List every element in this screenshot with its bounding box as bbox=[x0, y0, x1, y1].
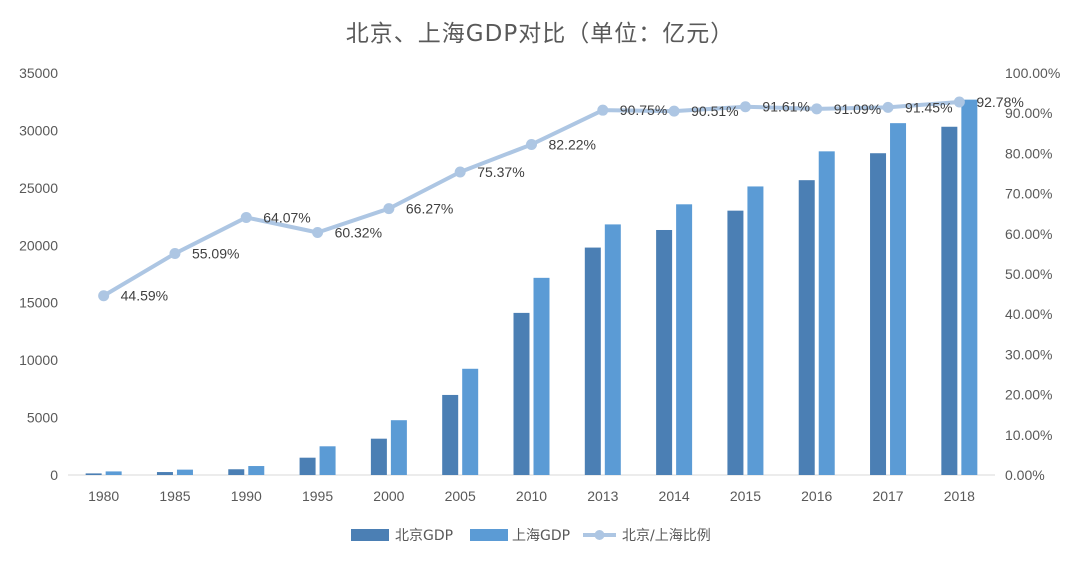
y2-axis-tick-label: 30.00% bbox=[1005, 346, 1052, 362]
y2-axis-tick-label: 0.00% bbox=[1005, 467, 1045, 483]
ratio-point bbox=[98, 290, 110, 302]
bar-beijing-gdp bbox=[941, 126, 958, 475]
x-axis-tick-label: 2005 bbox=[445, 488, 476, 504]
y2-axis-tick-label: 100.00% bbox=[1005, 65, 1060, 81]
bar-beijing-gdp bbox=[370, 438, 387, 475]
ratio-point bbox=[882, 101, 894, 113]
bar-shanghai-gdp bbox=[604, 224, 621, 475]
ratio-data-label: 92.78% bbox=[976, 94, 1023, 110]
bar-beijing-gdp bbox=[228, 469, 245, 475]
y2-axis-tick-label: 60.00% bbox=[1005, 226, 1052, 242]
x-axis-tick-label: 2014 bbox=[659, 488, 690, 504]
ratio-data-label: 60.32% bbox=[335, 225, 382, 241]
x-axis-tick-label: 2018 bbox=[944, 488, 975, 504]
ratio-point bbox=[169, 248, 181, 260]
y-axis-tick-label: 10000 bbox=[19, 352, 58, 368]
ratio-data-label: 55.09% bbox=[192, 246, 239, 262]
bar-shanghai-gdp bbox=[105, 471, 122, 475]
ratio-data-label: 91.45% bbox=[905, 99, 952, 115]
ratio-point bbox=[454, 166, 466, 178]
bar-shanghai-gdp bbox=[747, 186, 764, 475]
y-axis-tick-label: 20000 bbox=[19, 237, 58, 253]
ratio-point bbox=[597, 104, 609, 116]
y-axis-tick-label: 35000 bbox=[19, 65, 58, 81]
bar-shanghai-gdp bbox=[248, 466, 265, 475]
ratio-point bbox=[312, 227, 324, 239]
y-axis-tick-label: 5000 bbox=[27, 410, 58, 426]
y2-axis-tick-label: 70.00% bbox=[1005, 186, 1052, 202]
ratio-data-label: 64.07% bbox=[263, 209, 310, 225]
ratio-data-label: 91.61% bbox=[762, 99, 809, 115]
x-axis-tick-label: 1985 bbox=[159, 488, 190, 504]
bar-beijing-gdp bbox=[85, 473, 102, 475]
y2-axis-tick-label: 20.00% bbox=[1005, 387, 1052, 403]
bar-beijing-gdp bbox=[442, 394, 459, 475]
y-axis-tick-label: 15000 bbox=[19, 295, 58, 311]
x-axis-tick-label: 1980 bbox=[88, 488, 119, 504]
y-axis-tick-label: 25000 bbox=[19, 180, 58, 196]
bar-beijing-gdp bbox=[656, 229, 673, 475]
ratio-point bbox=[240, 211, 252, 223]
bar-shanghai-gdp bbox=[176, 469, 193, 475]
ratio-data-label: 75.37% bbox=[477, 164, 524, 180]
x-axis-tick-label: 2010 bbox=[516, 488, 547, 504]
y2-axis-tick-label: 80.00% bbox=[1005, 145, 1052, 161]
ratio-data-label: 66.27% bbox=[406, 201, 453, 217]
ratio-data-label: 82.22% bbox=[549, 136, 596, 152]
ratio-point bbox=[668, 105, 680, 117]
x-axis-tick-label: 1995 bbox=[302, 488, 333, 504]
x-axis-tick-label: 2016 bbox=[801, 488, 832, 504]
bar-shanghai-gdp bbox=[818, 151, 835, 475]
legend-swatch-beijing-gdp bbox=[351, 529, 389, 541]
ratio-data-label: 91.09% bbox=[834, 101, 881, 117]
bar-shanghai-gdp bbox=[890, 123, 907, 475]
y2-axis-tick-label: 40.00% bbox=[1005, 306, 1052, 322]
bar-shanghai-gdp bbox=[533, 277, 550, 475]
bar-beijing-gdp bbox=[584, 247, 601, 475]
ratio-point bbox=[811, 103, 823, 115]
bar-shanghai-gdp bbox=[390, 420, 407, 475]
bar-shanghai-gdp bbox=[676, 204, 693, 475]
ratio-point bbox=[739, 101, 751, 113]
legend-swatch-ratio-point bbox=[594, 530, 605, 540]
bar-beijing-gdp bbox=[513, 312, 530, 475]
bar-beijing-gdp bbox=[299, 457, 316, 475]
y-axis-tick-label: 30000 bbox=[19, 122, 58, 138]
bar-beijing-gdp bbox=[798, 180, 815, 475]
y2-axis-tick-label: 50.00% bbox=[1005, 266, 1052, 282]
ratio-data-label: 44.59% bbox=[121, 288, 168, 304]
ratio-data-label: 90.51% bbox=[691, 103, 738, 119]
ratio-point bbox=[953, 96, 965, 108]
bar-beijing-gdp bbox=[870, 153, 887, 475]
legend-swatch-shanghai-gdp bbox=[470, 529, 508, 541]
bar-shanghai-gdp bbox=[319, 446, 336, 475]
ratio-point bbox=[383, 203, 395, 215]
y2-axis-tick-label: 10.00% bbox=[1005, 427, 1052, 443]
legend-label-shanghai-gdp: 上海GDP bbox=[512, 528, 570, 544]
x-axis-tick-label: 1990 bbox=[231, 488, 262, 504]
bar-shanghai-gdp bbox=[462, 368, 479, 475]
y2-axis-tick-label: 90.00% bbox=[1005, 105, 1052, 121]
x-axis-tick-label: 2015 bbox=[730, 488, 761, 504]
bar-beijing-gdp bbox=[156, 472, 173, 475]
y-axis-tick-label: 0 bbox=[50, 467, 58, 483]
x-axis-tick-label: 2013 bbox=[587, 488, 618, 504]
bar-beijing-gdp bbox=[727, 210, 744, 475]
chart-title: 北京、上海GDP对比（单位：亿元） bbox=[345, 21, 735, 47]
legend-label-ratio: 北京/上海比例 bbox=[622, 528, 711, 544]
x-axis-tick-label: 2000 bbox=[373, 488, 404, 504]
bar-shanghai-gdp bbox=[961, 99, 978, 476]
x-axis-tick-label: 2017 bbox=[872, 488, 903, 504]
ratio-point bbox=[526, 138, 537, 150]
legend-label-beijing-gdp: 北京GDP bbox=[395, 528, 453, 544]
ratio-data-label: 90.75% bbox=[620, 102, 667, 118]
